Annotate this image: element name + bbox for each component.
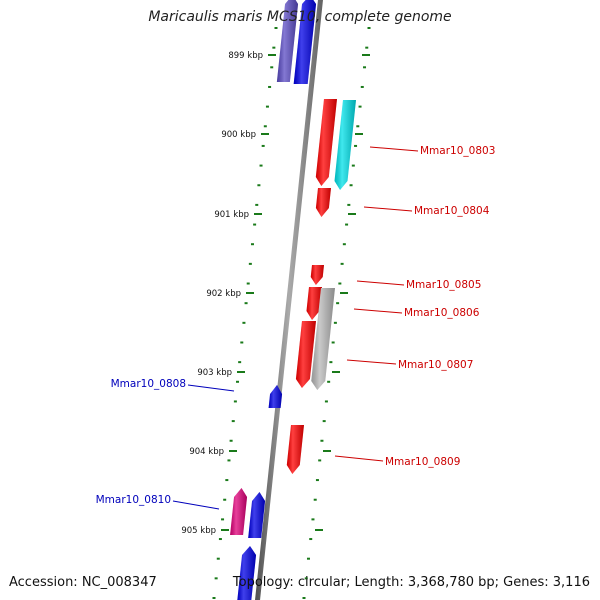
- gene-leader-line: [356, 280, 405, 286]
- gene-label[interactable]: Mmar10_0803: [420, 145, 495, 157]
- gene-leader-line: [346, 359, 397, 365]
- gene-layer: [230, 0, 356, 600]
- tick-layer: 899 kbp 900 kbp 901 kbp 902 kbp 903 kbp 904 k…: [181, 27, 371, 599]
- tick-label: 900 kbp: [221, 130, 256, 140]
- gene-label[interactable]: Mmar10_0809: [385, 456, 460, 468]
- gene-leader-line: [334, 455, 384, 462]
- tick-label: 899 kbp: [228, 51, 263, 61]
- accession-text: Accession: NC_008347: [9, 575, 157, 590]
- tick-label: 905 kbp: [181, 526, 216, 536]
- gene-feature[interactable]: [295, 321, 316, 388]
- genome-summary: Topology: circular; Length: 3,368,780 bp…: [232, 575, 590, 590]
- gene-feature[interactable]: [237, 546, 257, 600]
- tick-label: 901 kbp: [214, 210, 249, 220]
- gene-feature[interactable]: [276, 0, 299, 82]
- gene-label[interactable]: Mmar10_0808: [111, 378, 186, 390]
- gene-feature[interactable]: [286, 425, 304, 474]
- gene-label[interactable]: Mmar10_0805: [406, 279, 481, 291]
- gene-label[interactable]: Mmar10_0810: [96, 494, 171, 506]
- genome-backbone: [255, 0, 323, 600]
- gene-feature[interactable]: [315, 188, 331, 217]
- gene-leader-line: [172, 500, 220, 510]
- gene-feature[interactable]: [230, 488, 248, 535]
- gene-label[interactable]: Mmar10_0806: [404, 307, 480, 319]
- gene-feature[interactable]: [248, 492, 266, 538]
- gene-label[interactable]: Mmar10_0804: [414, 205, 490, 217]
- gene-leader-line: [369, 146, 419, 152]
- gene-feature[interactable]: [268, 385, 283, 408]
- gene-feature[interactable]: [306, 287, 322, 320]
- gene-label[interactable]: Mmar10_0807: [398, 359, 473, 371]
- label-layer: Mmar10_0803 Mmar10_0804 Mmar10_0805 Mmar10_…: [96, 145, 495, 510]
- tick-label: 903 kbp: [197, 368, 232, 378]
- gene-feature[interactable]: [310, 265, 324, 285]
- gene-feature[interactable]: [293, 0, 317, 84]
- gene-feature[interactable]: [311, 288, 335, 390]
- tick-label: 904 kbp: [189, 447, 224, 457]
- gene-leader-line: [187, 384, 235, 392]
- gene-feature[interactable]: [315, 99, 337, 186]
- gene-leader-line: [363, 206, 413, 212]
- gene-leader-line: [353, 308, 403, 314]
- tick-label: 902 kbp: [206, 289, 241, 299]
- gene-feature[interactable]: [334, 100, 356, 190]
- genome-title: Maricaulis maris MCS10, complete genome: [148, 9, 452, 25]
